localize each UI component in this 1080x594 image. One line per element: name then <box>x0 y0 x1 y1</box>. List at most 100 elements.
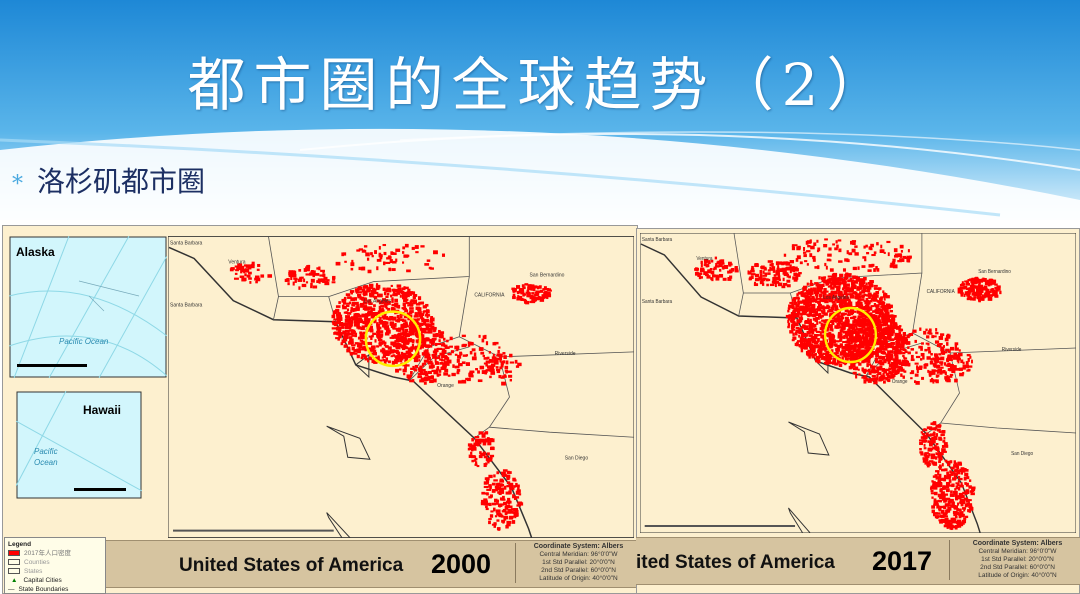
urban-area <box>484 369 488 374</box>
urban-area <box>846 250 849 255</box>
urban-area <box>870 340 873 343</box>
urban-area <box>823 288 827 292</box>
urban-area <box>831 349 834 353</box>
urban-area <box>783 253 787 257</box>
urban-area <box>941 477 944 481</box>
urban-area <box>813 334 819 337</box>
urban-area <box>822 336 825 339</box>
urban-area <box>797 291 803 295</box>
urban-area <box>884 345 889 349</box>
urban-area <box>887 331 892 335</box>
urban-area <box>894 353 898 357</box>
urban-area <box>386 315 389 320</box>
urban-area <box>815 317 820 320</box>
urban-area <box>955 485 959 490</box>
urban-area <box>446 339 449 343</box>
urban-area <box>482 335 487 339</box>
urban-area <box>956 511 960 516</box>
urban-area <box>852 352 855 357</box>
urban-area <box>888 314 893 318</box>
urban-area <box>847 313 851 317</box>
urban-area <box>837 322 842 325</box>
urban-area <box>881 301 885 306</box>
urban-area <box>903 370 907 373</box>
urban-area <box>817 339 820 343</box>
urban-area <box>344 260 347 263</box>
urban-area <box>827 278 831 282</box>
urban-area <box>905 337 908 340</box>
urban-area <box>512 289 517 292</box>
urban-area <box>478 431 484 435</box>
urban-area <box>750 267 755 272</box>
place-label: Los Angeles <box>364 299 392 305</box>
urban-area <box>799 337 805 341</box>
urban-area <box>982 286 986 291</box>
urban-area <box>409 293 412 296</box>
urban-area <box>825 350 830 355</box>
urban-area <box>802 286 807 291</box>
urban-area <box>892 315 897 318</box>
urban-area <box>412 365 415 370</box>
urban-area <box>465 377 468 381</box>
urban-area <box>872 310 876 313</box>
urban-area <box>886 319 889 322</box>
urban-area <box>938 353 942 356</box>
urban-area <box>405 364 410 367</box>
urban-area <box>862 306 867 310</box>
urban-area <box>356 314 362 318</box>
urban-area <box>792 276 795 280</box>
urban-area <box>357 286 362 290</box>
urban-area <box>958 513 963 517</box>
urban-area <box>914 373 919 377</box>
urban-area <box>920 353 925 357</box>
urban-area <box>954 342 959 346</box>
urban-area <box>363 285 369 289</box>
urban-area <box>869 294 873 297</box>
urban-area <box>890 262 895 267</box>
urban-area <box>968 499 972 502</box>
urban-area <box>861 354 865 357</box>
urban-area <box>703 271 708 276</box>
urban-area <box>833 314 838 317</box>
urban-area <box>888 356 894 359</box>
urban-area <box>734 270 739 273</box>
urban-area <box>478 347 484 351</box>
urban-area <box>944 493 949 496</box>
urban-area <box>938 466 942 469</box>
urban-area <box>863 300 868 303</box>
urban-area <box>384 304 388 308</box>
urban-area <box>538 285 542 289</box>
urban-area <box>376 266 379 271</box>
urban-area <box>793 266 798 271</box>
urban-area <box>700 263 703 268</box>
urban-area <box>957 287 962 292</box>
urban-area <box>341 298 344 303</box>
urban-area <box>995 288 999 291</box>
urban-area <box>360 356 364 360</box>
urban-area <box>317 278 322 282</box>
urban-area <box>357 296 362 299</box>
urban-area <box>833 359 837 363</box>
urban-area <box>343 333 348 338</box>
urban-area <box>874 309 878 313</box>
urban-area <box>947 506 952 511</box>
urban-area <box>292 281 295 286</box>
urban-area <box>414 314 419 318</box>
urban-area <box>914 362 919 365</box>
urban-area <box>875 307 878 312</box>
urban-area <box>802 338 807 341</box>
urban-area <box>469 350 473 355</box>
urban-area <box>892 325 898 329</box>
urban-area <box>878 350 883 353</box>
urban-area <box>933 491 938 496</box>
urban-area <box>343 252 347 256</box>
urban-area <box>381 315 385 319</box>
urban-area <box>381 350 385 354</box>
urban-area <box>817 265 820 270</box>
urban-area <box>435 332 439 337</box>
urban-area <box>305 267 310 272</box>
urban-area <box>811 350 816 354</box>
urban-area <box>875 354 880 358</box>
urban-area <box>799 301 805 304</box>
urban-area <box>775 276 780 281</box>
